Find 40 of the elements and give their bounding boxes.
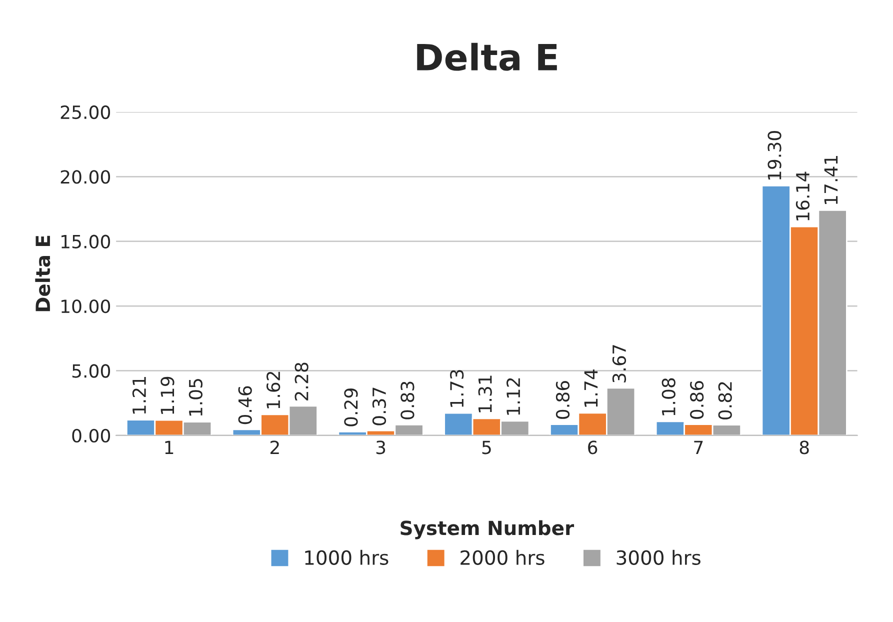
data-label: 1.73 xyxy=(450,370,464,407)
data-label: 1.74 xyxy=(584,370,598,407)
data-label: 1.05 xyxy=(188,379,203,416)
x-tick-label: 2 xyxy=(270,440,279,454)
x-tick-label: 5 xyxy=(482,440,491,454)
data-label: 0.86 xyxy=(690,381,704,419)
data-label: 1.31 xyxy=(478,376,492,412)
data-label: 0.82 xyxy=(718,382,732,420)
data-label: 3.67 xyxy=(612,345,626,382)
x-tick-label: 6 xyxy=(588,440,598,454)
y-tick-label: 10.00 xyxy=(62,299,110,314)
data-label: 1.62 xyxy=(266,372,280,408)
data-label: 1.19 xyxy=(160,376,174,414)
data-label: 19.30 xyxy=(768,131,782,180)
y-tick-label: 15.00 xyxy=(62,234,110,248)
data-label: 0.83 xyxy=(400,382,414,420)
chart-title: Delta E xyxy=(417,42,557,71)
data-label: 16.14 xyxy=(796,172,810,220)
x-tick-label: 7 xyxy=(694,440,703,454)
legend-label: 3000 hrs xyxy=(616,550,700,565)
legend-label: 1000 hrs xyxy=(305,550,388,565)
data-label: 0.86 xyxy=(556,381,570,419)
data-label: 1.21 xyxy=(132,377,146,414)
y-axis-title: Delta E xyxy=(35,236,50,312)
data-label: 2.28 xyxy=(294,362,308,400)
y-tick-label: 25.00 xyxy=(60,105,110,120)
x-tick-label: 8 xyxy=(800,440,809,454)
data-label: 17.41 xyxy=(824,156,838,204)
y-tick-label: 20.00 xyxy=(60,170,110,184)
data-label: 0.29 xyxy=(344,388,358,426)
x-tick-label: 1 xyxy=(165,440,174,454)
data-label: 0.37 xyxy=(372,388,386,426)
x-axis-title: System Number xyxy=(400,520,574,540)
y-tick-label: 0.00 xyxy=(72,428,110,443)
y-tick-label: 5.00 xyxy=(72,364,110,378)
x-tick-label: 3 xyxy=(376,440,386,454)
data-label: 0.46 xyxy=(238,386,252,424)
legend-label: 2000 hrs xyxy=(460,550,544,565)
data-label: 1.08 xyxy=(662,378,676,416)
data-label: 1.12 xyxy=(506,378,520,415)
